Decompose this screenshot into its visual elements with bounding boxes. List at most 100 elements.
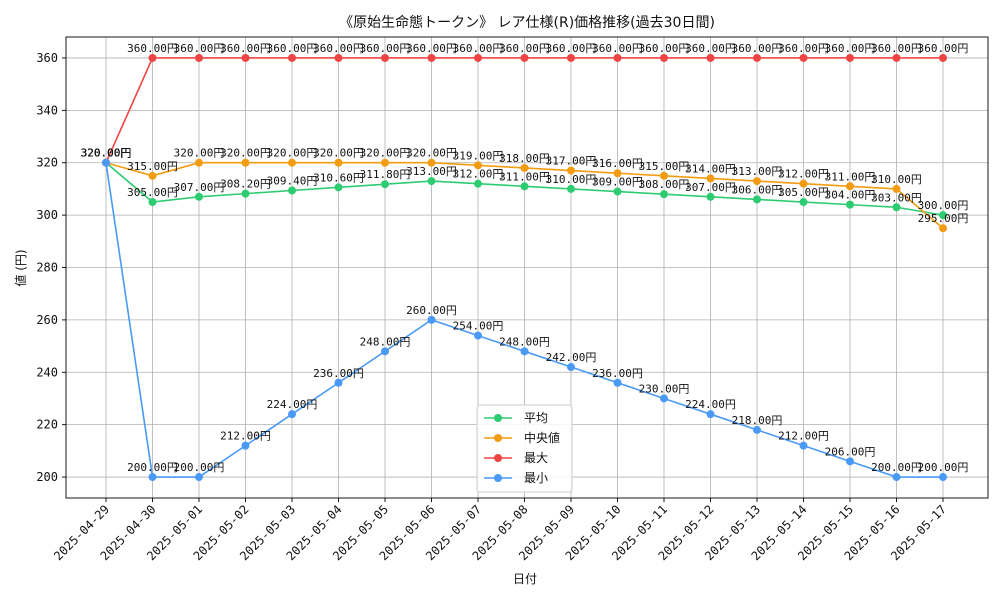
data-point [753,425,761,434]
y-tick-label: 240 [36,365,58,379]
data-point [799,198,808,207]
data-point [567,184,575,193]
data-label: 224.00円 [267,398,318,411]
data-label: 308.00円 [639,178,690,191]
data-point [381,347,389,356]
data-point [753,177,761,186]
x-axis-label: 日付 [513,572,537,586]
data-point [195,158,203,167]
data-label: 224.00円 [685,398,736,411]
data-point [381,53,389,62]
data-point [381,180,389,189]
data-point [288,158,296,167]
data-label: 200.00円 [871,461,922,474]
data-label: 260.00円 [406,304,457,317]
data-point [334,183,343,192]
legend-box [476,404,573,493]
data-point [892,473,901,482]
data-label: 310.00円 [871,173,922,186]
data-point [706,192,715,201]
data-label: 308.20円 [220,178,271,191]
data-point [288,186,296,195]
data-label: 295.00円 [918,212,969,225]
data-point [939,211,947,220]
data-label: 360.00円 [732,42,783,55]
data-point [660,394,668,403]
data-point [195,192,203,201]
data-point [241,189,250,198]
data-point [195,473,203,482]
data-label: 307.00円 [174,181,225,194]
data-point [474,179,482,188]
data-label: 360.00円 [220,42,271,55]
data-point [520,347,529,356]
data-label: 360.00円 [685,42,736,55]
data-label: 360.00円 [778,42,829,55]
data-label: 218.00円 [732,414,783,427]
data-label: 320.00円 [360,147,411,160]
data-point [427,53,436,62]
data-label-layer: 320.00円305.00円307.00円308.20円309.40円310.6… [81,42,969,474]
data-label: 312.00円 [778,168,829,181]
data-point [334,158,343,167]
data-point [102,158,110,167]
data-point [520,182,529,191]
y-tick-label: 300 [36,208,58,222]
data-label: 200.00円 [127,461,178,474]
data-point [753,53,761,62]
data-point [241,441,250,450]
data-label: 311.00円 [825,170,876,183]
data-label: 318.00円 [499,152,550,165]
data-label: 360.00円 [499,42,550,55]
data-point [148,171,157,180]
data-label: 311.80円 [360,168,411,181]
data-label: 360.00円 [360,42,411,55]
data-point [334,53,343,62]
data-point [195,53,203,62]
data-label: 320.00円 [313,147,364,160]
data-label: 360.00円 [127,42,178,55]
series-layer [102,53,947,482]
y-axis-label: 値 (円) [13,249,28,286]
data-label: 310.00円 [546,173,597,186]
data-label: 320.00円 [267,147,318,160]
data-point [567,166,575,175]
legend-marker-3 [494,474,502,482]
data-point [567,363,575,372]
legend-label-2: 最大 [524,451,548,465]
chart-title: 《原始生命態トークン》 レア仕様(R)価格推移(過去30日間) [339,14,715,31]
data-point [241,53,250,62]
data-label: 320.00円 [81,147,132,160]
data-label: 320.00円 [174,147,225,160]
data-label: 309.40円 [267,174,318,187]
data-label: 360.00円 [592,42,643,55]
y-tick-label: 220 [36,418,58,432]
data-label: 200.00円 [174,461,225,474]
data-point [706,174,715,183]
data-label: 315.00円 [127,160,178,173]
data-label: 212.00円 [220,430,271,443]
data-label: 320.00円 [406,147,457,160]
data-label: 248.00円 [499,335,550,348]
y-tick-label: 360 [36,51,58,65]
data-point [846,53,854,62]
data-label: 206.00円 [825,445,876,458]
data-label: 320.00円 [81,147,132,160]
data-label: 306.00円 [732,183,783,196]
data-label: 236.00円 [592,367,643,380]
data-point [799,179,808,188]
legend-label-1: 中央値 [524,430,560,445]
data-point [892,184,901,193]
plot-frame [65,36,989,499]
data-point [846,200,854,209]
data-label: 311.00円 [499,170,550,183]
data-label: 212.00円 [778,430,829,443]
data-point [427,315,436,324]
data-point [613,187,622,196]
data-point [148,53,157,62]
data-point [660,171,668,180]
data-label: 315.00円 [639,160,690,173]
data-point [334,378,343,387]
